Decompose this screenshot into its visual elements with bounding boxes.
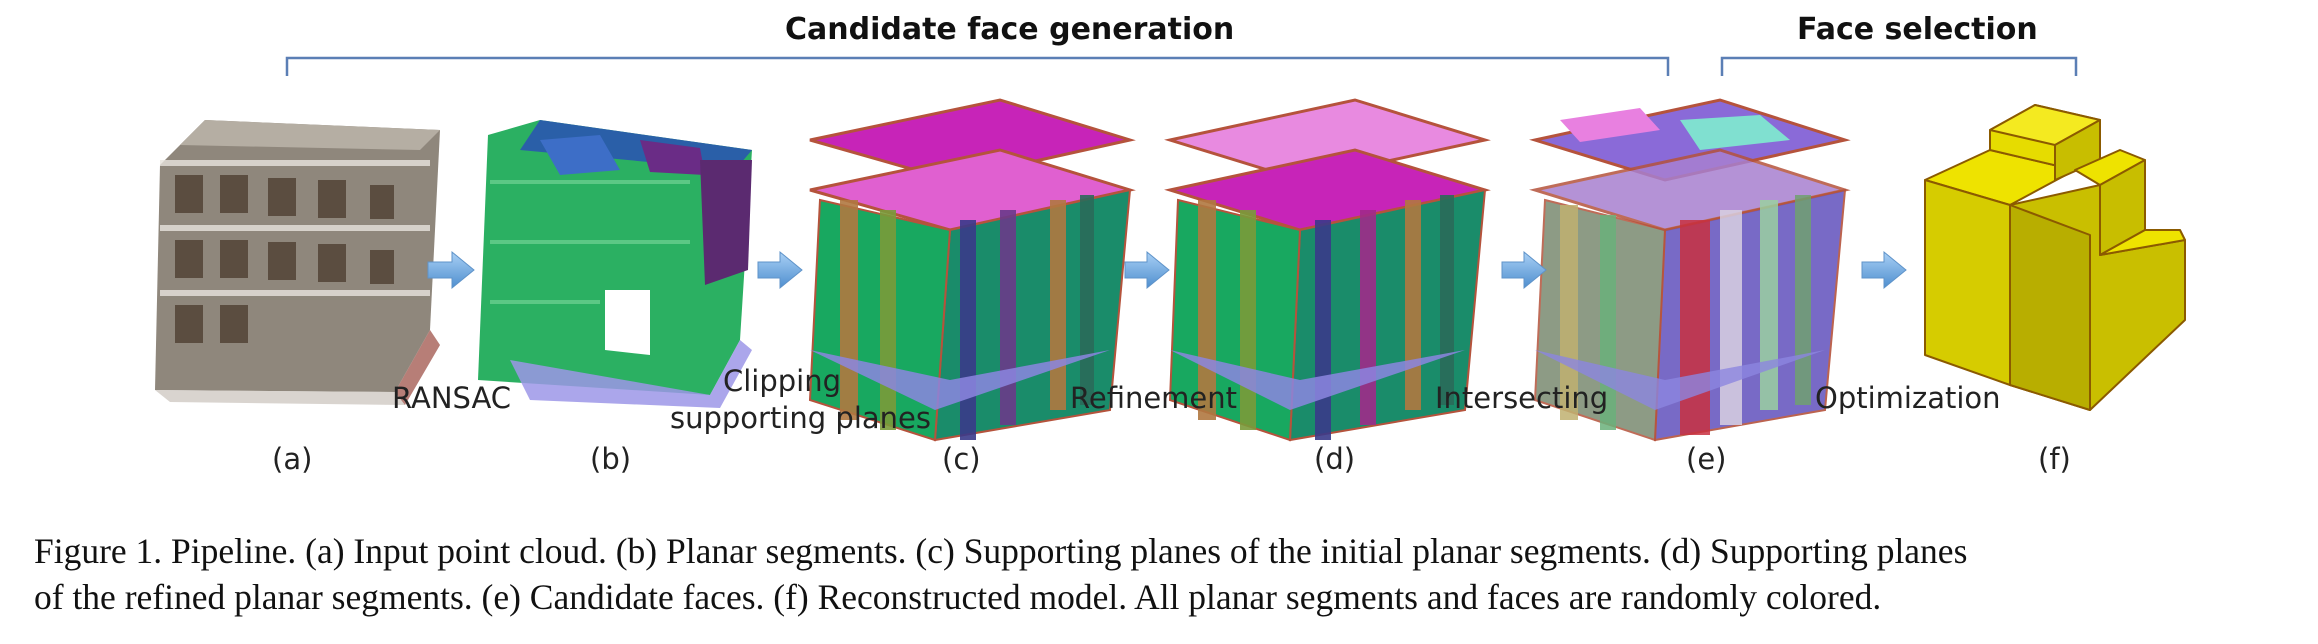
planar-segments-image bbox=[478, 120, 752, 408]
panel-label-e: (e) bbox=[1686, 442, 1727, 476]
panel-label-a: (a) bbox=[272, 442, 313, 476]
stage-title-candidate-generation: Candidate face generation bbox=[785, 12, 1235, 47]
panel-label-c: (c) bbox=[942, 442, 981, 476]
point-cloud-image bbox=[155, 120, 440, 405]
reconstructed-model-image bbox=[1924, 104, 2186, 411]
step-label-ransac: RANSAC bbox=[392, 381, 512, 415]
caption-line-2: of the refined planar segments. (e) Cand… bbox=[34, 577, 1882, 617]
panel-label-b: (b) bbox=[590, 442, 632, 476]
step-label-supporting-planes: supporting planes bbox=[670, 401, 931, 435]
figure-caption: Figure 1. Pipeline. (a) Input point clou… bbox=[34, 528, 2304, 620]
panel-label-d: (d) bbox=[1314, 442, 1356, 476]
bracket-candidate-generation bbox=[285, 56, 1670, 76]
candidate-faces-image bbox=[1529, 98, 1851, 442]
step-label-clipping: Clipping bbox=[723, 364, 842, 398]
pipeline-figure: Candidate face generation Face selection bbox=[155, 12, 2186, 476]
figure-graphics bbox=[155, 56, 2186, 442]
arrow-icon bbox=[427, 250, 1907, 290]
bracket-face-selection bbox=[1720, 56, 2078, 76]
step-label-optimization: Optimization bbox=[1815, 381, 2001, 415]
stage-title-face-selection: Face selection bbox=[1797, 12, 2038, 47]
caption-line-1: Figure 1. Pipeline. (a) Input point clou… bbox=[34, 531, 1968, 571]
supporting-planes-refined-image bbox=[1164, 98, 1491, 442]
supporting-planes-initial-image bbox=[808, 98, 1136, 442]
panel-label-f: (f) bbox=[2038, 442, 2071, 476]
step-label-refinement: Refinement bbox=[1070, 381, 1238, 415]
step-label-intersecting: Intersecting bbox=[1435, 381, 1609, 415]
